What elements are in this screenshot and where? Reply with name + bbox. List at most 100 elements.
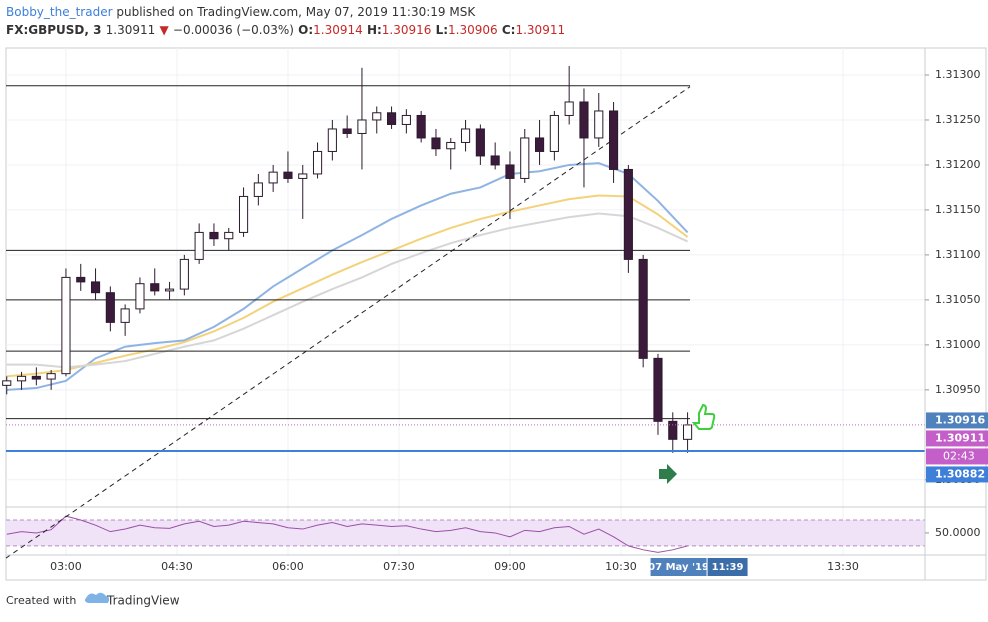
c-label: C:: [502, 23, 516, 37]
time-tag-date-label: 07 May '19: [648, 562, 709, 573]
candle-body: [460, 128, 471, 143]
arrow: ▼: [159, 23, 169, 37]
candle-body: [386, 112, 397, 125]
last: 1.30911: [106, 23, 156, 37]
countdown-tag: [926, 448, 988, 465]
price-tag-label: 1.30882: [935, 467, 985, 480]
thumbs-up-icon: [691, 403, 716, 430]
y-tick-label: 1.31250: [935, 113, 981, 126]
price-tag: [926, 466, 988, 483]
y-tick-label: 1.31200: [935, 158, 981, 171]
header-line: Bobby_the_trader published on TradingVie…: [6, 5, 476, 19]
candle-body: [446, 141, 456, 150]
candle-body: [342, 128, 352, 134]
ohlc-line: FX:GBPUSD, 3 1.30911 ▼ −0.00036 (−0.03%)…: [6, 23, 565, 37]
x-tick-label: 06:00: [272, 560, 304, 573]
y-tick-label: 1.31050: [935, 293, 981, 306]
candle-body: [120, 308, 130, 323]
candle-body: [312, 150, 323, 175]
candle-body: [2, 380, 12, 386]
x-tick-label: 10:30: [605, 560, 637, 573]
candle-body: [534, 137, 545, 152]
candle-body: [372, 112, 382, 121]
y-tick-label: 1.31100: [935, 248, 981, 261]
candle-body: [608, 110, 619, 170]
candle-body: [16, 375, 27, 382]
candle-body: [194, 231, 204, 260]
arrow-icon: [659, 464, 677, 484]
candle-body: [135, 283, 145, 310]
candle-body: [653, 357, 663, 422]
high: 1.30916: [382, 23, 432, 37]
price-tag: [926, 430, 988, 447]
change: −0.00036 (−0.03%): [173, 23, 294, 37]
candle-body: [164, 288, 175, 292]
time-tag-date: [650, 558, 707, 576]
candle-body: [549, 114, 559, 152]
candle-body: [668, 420, 678, 440]
candle-body: [505, 164, 515, 179]
candle-body: [61, 276, 71, 375]
candle-body: [90, 281, 101, 294]
candle-body: [638, 258, 648, 359]
h-label: H:: [367, 23, 382, 37]
candle-body: [31, 375, 41, 380]
time-tag-time-label: 11:39: [712, 562, 744, 573]
price-tag-label: 1.30911: [935, 431, 985, 444]
rsi-line: [6, 515, 688, 553]
candle-body: [431, 137, 441, 150]
moving-average: [6, 194, 689, 378]
candle-body: [564, 101, 574, 116]
trendline: [5, 86, 691, 559]
y-tick-label: 1.31000: [935, 338, 981, 351]
x-tick-label: 04:30: [161, 560, 193, 573]
moving-average: [6, 162, 689, 391]
candle-body: [268, 171, 278, 184]
candle-body: [105, 292, 115, 323]
candle-body: [179, 258, 189, 290]
countdown-label: 02:43: [943, 449, 975, 462]
author[interactable]: Bobby_the_trader: [6, 5, 113, 19]
candle-body: [238, 195, 249, 233]
published: published on TradingView.com, May 07, 20…: [116, 5, 476, 19]
x-tick-label: 03:00: [50, 560, 82, 573]
x-tick-label: 13:30: [827, 560, 859, 573]
candle-body: [475, 128, 485, 157]
candle-body: [209, 231, 219, 240]
candle-body: [46, 373, 56, 380]
candle-body: [683, 424, 693, 440]
y-tick-label: 1.31300: [935, 68, 981, 81]
candle-body: [579, 101, 589, 139]
l-label: L:: [436, 23, 448, 37]
rsi-tick-label: 50.0000: [935, 526, 981, 539]
footer-created: Created with: [6, 594, 76, 607]
y-tick-label: 1.30950: [935, 383, 981, 396]
candle-body: [283, 171, 293, 179]
candle-body: [416, 114, 426, 139]
candle-body: [520, 137, 530, 179]
candle-body: [327, 128, 337, 152]
footer-brand[interactable]: TradingView: [106, 594, 180, 608]
price-tag: [926, 412, 988, 429]
x-tick-label: 09:00: [494, 560, 526, 573]
rsi-band: [6, 519, 925, 546]
candle-body: [490, 155, 500, 166]
time-tag-time: [707, 558, 748, 576]
candle-body: [357, 119, 367, 134]
chart-frame: [5, 47, 987, 581]
candle-body: [150, 283, 160, 292]
open: 1.30914: [313, 23, 363, 37]
candle-body: [594, 110, 604, 139]
candle-body: [623, 168, 633, 260]
candle-body: [76, 276, 86, 283]
o-label: O:: [298, 23, 313, 37]
low: 1.30906: [448, 23, 498, 37]
symbol: FX:GBPUSD, 3: [6, 23, 101, 37]
candle-body: [224, 231, 234, 240]
price-tag-label: 1.30916: [935, 413, 985, 426]
moving-average: [6, 212, 688, 369]
candle-body: [298, 173, 308, 179]
x-tick-label: 07:30: [383, 560, 415, 573]
candle-body: [253, 182, 263, 197]
